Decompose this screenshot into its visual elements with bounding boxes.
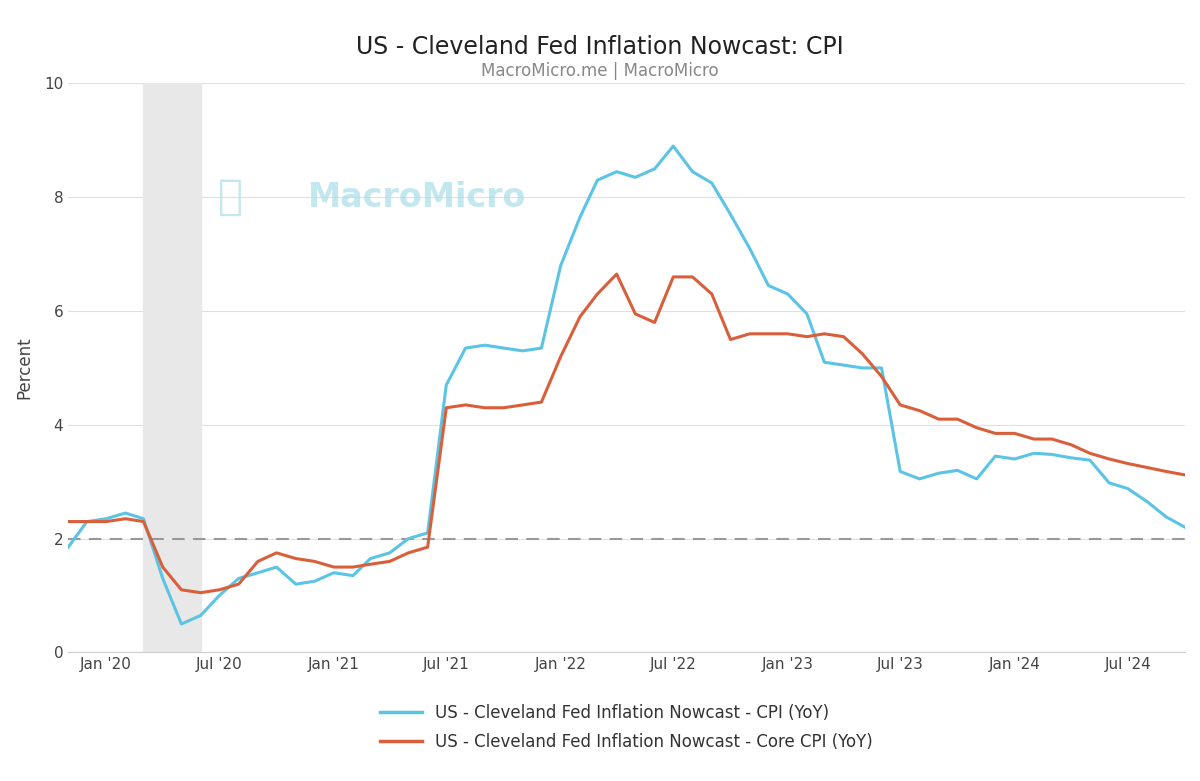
Text: Ⓜ: Ⓜ bbox=[217, 177, 242, 218]
Legend: US - Cleveland Fed Inflation Nowcast - CPI (YoY), US - Cleveland Fed Inflation N: US - Cleveland Fed Inflation Nowcast - C… bbox=[373, 697, 880, 758]
Text: US - Cleveland Fed Inflation Nowcast: CPI: US - Cleveland Fed Inflation Nowcast: CP… bbox=[356, 35, 844, 59]
Bar bbox=[144, 84, 200, 652]
Text: MacroMicro: MacroMicro bbox=[308, 180, 527, 214]
Text: MacroMicro.me | MacroMicro: MacroMicro.me | MacroMicro bbox=[481, 62, 719, 80]
Y-axis label: Percent: Percent bbox=[14, 337, 34, 399]
